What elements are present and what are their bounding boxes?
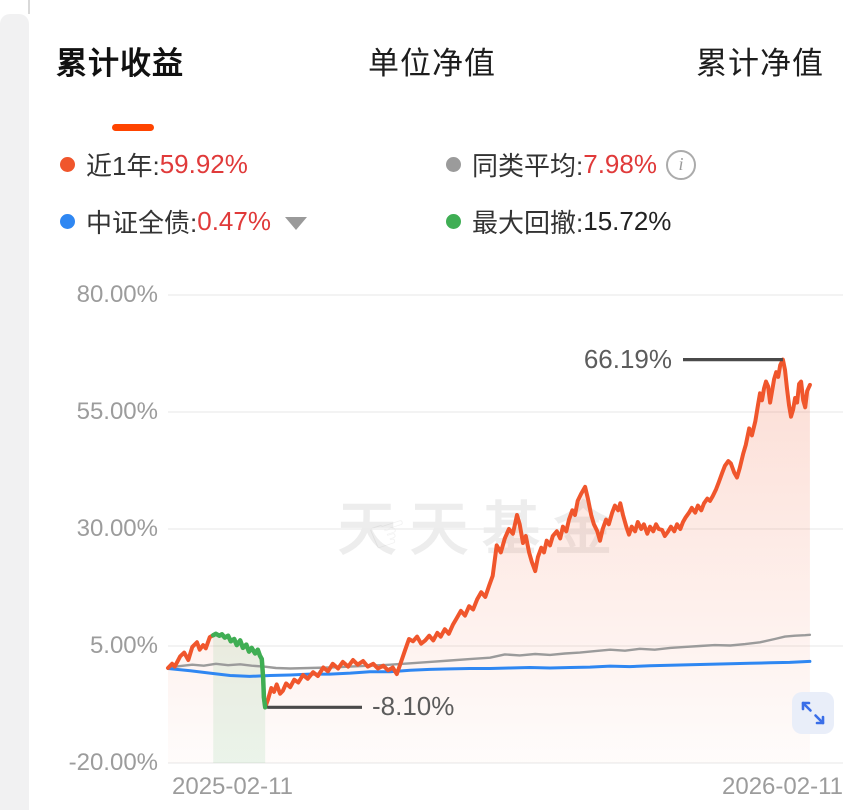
legend-item-max-drawdown: 最大回撤: 15.72% [446,203,671,240]
edge-divider [28,0,30,14]
legend-label: 近1年: [86,151,160,181]
y-tick-label: -20.00% [68,749,158,776]
y-tick-label: 5.00% [89,632,158,659]
active-tab-indicator [112,124,154,131]
legend-item-peer-average: 同类平均: 7.98% i [446,146,696,183]
legend-label: 中证全债: [86,208,198,238]
y-tick-label: 55.00% [76,398,158,425]
drawdown-series-dot [446,214,461,229]
tab-cumulative-return[interactable]: 累计收益 [56,46,184,81]
legend-label: 最大回撤: [472,208,584,238]
y-tick-label: 30.00% [76,515,158,542]
min-value-annotation: -8.10% [372,691,455,722]
legend-value: 59.92% [159,149,248,179]
tab-cumulative-nav[interactable]: 累计净值 [696,46,824,81]
legend-value: 7.98% [583,149,657,179]
peer-series-dot [446,157,461,172]
info-icon[interactable]: i [665,149,696,180]
chart-tabs: 累计收益 单位净值 累计净值 [0,38,865,131]
page-gutter [0,14,29,810]
expand-fullscreen-button[interactable] [792,692,834,734]
x-tick-label-start: 2025-02-11 [172,773,293,800]
tab-unit-nav[interactable]: 单位净值 [368,46,496,81]
y-tick-label: 80.00% [76,281,158,308]
x-tick-label-end: 2026-02-11 [722,773,843,800]
fund-series-dot [60,157,75,172]
legend-value: 15.72% [583,206,672,236]
expand-arrows-icon [801,701,825,725]
legend-item-benchmark: 中证全债: 0.47% [60,203,307,240]
legend-label: 同类平均: [472,151,584,181]
chevron-down-icon[interactable] [284,216,307,230]
legend-value: 0.47% [197,206,271,236]
max-value-annotation: 66.19% [583,343,672,374]
legend-item-fund: 近1年: 59.92% [60,146,248,183]
benchmark-series-dot [60,214,75,229]
